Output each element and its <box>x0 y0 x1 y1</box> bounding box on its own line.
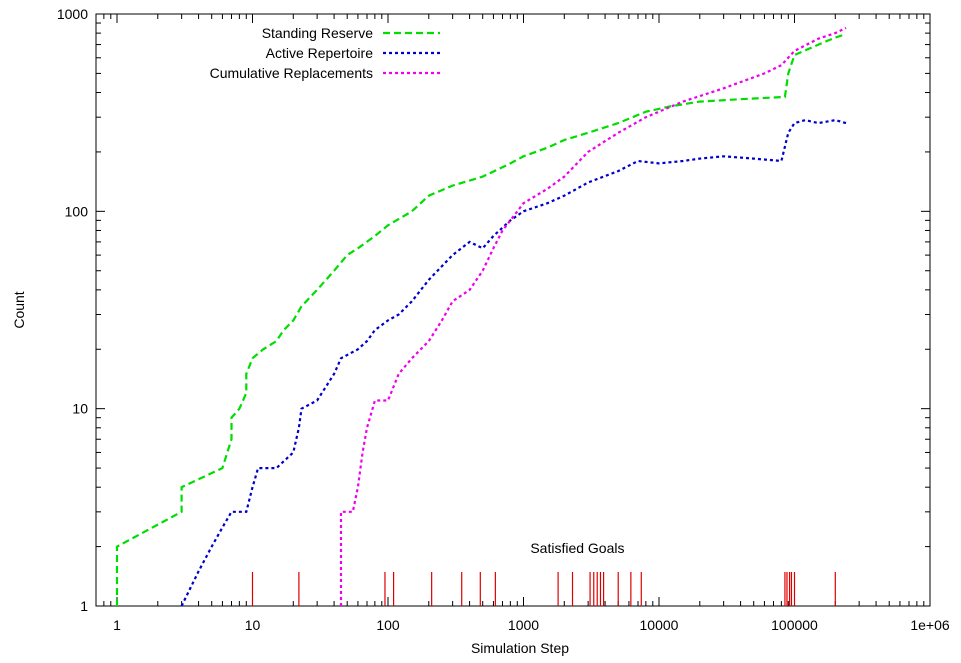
series-lines <box>115 26 847 607</box>
x-tick-label: 10000 <box>640 617 679 633</box>
x-tick-label: 1000 <box>508 617 539 633</box>
legend-label-3: Cumulative Replacements <box>210 65 373 81</box>
x-tick-label: 1e+06 <box>910 617 950 633</box>
y-tick-label: 1000 <box>57 6 88 22</box>
x-tick-label: 100000 <box>771 617 818 633</box>
series-line-2 <box>180 118 847 607</box>
y-tick-label: 100 <box>65 203 89 219</box>
x-tick-label: 100 <box>376 617 400 633</box>
y-tick-label: 10 <box>72 401 88 417</box>
x-tick-label: 10 <box>245 617 261 633</box>
x-tick-label: 1 <box>113 617 121 633</box>
x-axis-title: Simulation Step <box>471 640 569 656</box>
satisfied-goals-label: Satisfied Goals <box>530 540 624 556</box>
y-axis-title: Count <box>11 291 27 328</box>
legend-label-2: Active Repertoire <box>266 45 374 61</box>
legend: Standing Reserve Active Repertoire Cumulat… <box>210 25 440 81</box>
axes: 1 10 100 1000 10000 100000 1e+06 1 10 100 1000 <box>57 6 950 633</box>
y-tick-label: 1 <box>80 598 88 614</box>
satisfied-goals-markers: Satisfied Goals <box>251 540 836 606</box>
series-line-3 <box>339 26 847 606</box>
plot-frame <box>95 13 931 607</box>
legend-label-1: Standing Reserve <box>262 25 374 41</box>
series-line-1 <box>115 33 847 606</box>
